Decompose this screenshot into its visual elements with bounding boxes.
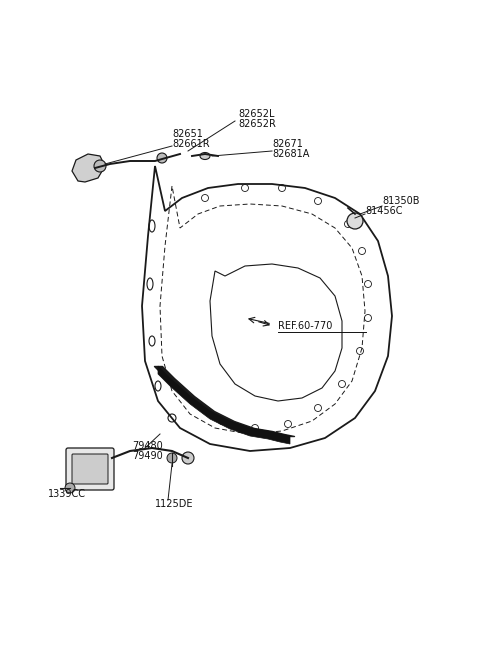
Polygon shape [72, 154, 105, 182]
Circle shape [94, 160, 106, 172]
Text: 79480: 79480 [132, 441, 163, 451]
Text: 81456C: 81456C [365, 206, 403, 216]
Text: 82651: 82651 [172, 129, 203, 139]
Polygon shape [158, 366, 290, 444]
Text: 1339CC: 1339CC [48, 489, 86, 499]
Text: REF.60-770: REF.60-770 [278, 321, 332, 331]
Text: 79490: 79490 [132, 451, 163, 461]
Circle shape [167, 453, 177, 463]
Circle shape [65, 483, 75, 493]
FancyBboxPatch shape [72, 454, 108, 484]
Text: 82652R: 82652R [238, 119, 276, 129]
FancyBboxPatch shape [66, 448, 114, 490]
Text: 82671: 82671 [272, 139, 303, 149]
Circle shape [157, 153, 167, 163]
Circle shape [182, 452, 194, 464]
Circle shape [347, 213, 363, 229]
Text: 82661R: 82661R [172, 139, 210, 149]
Text: 1125DE: 1125DE [155, 499, 193, 509]
Ellipse shape [200, 152, 210, 159]
Text: 82652L: 82652L [238, 109, 275, 119]
Text: 82681A: 82681A [272, 149, 310, 159]
Text: 81350B: 81350B [382, 196, 420, 206]
